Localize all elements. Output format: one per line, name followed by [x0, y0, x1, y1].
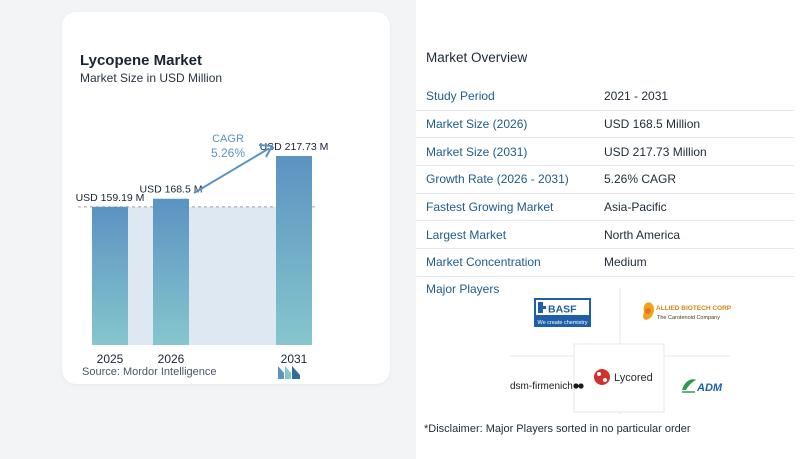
cagr-arrow [193, 144, 273, 194]
row-value: 2021 - 2031 [604, 89, 669, 104]
market-overview-panel: Market Overview Study Period 2021 - 2031 … [416, 0, 800, 459]
table-row: Growth Rate (2026 - 2031) 5.26% CAGR [416, 166, 794, 194]
major-players-grid: BASF We create chemistry ALLIED BIOTECH … [510, 288, 732, 414]
dsm-firmenich-name: dsm-firmenich [510, 381, 573, 392]
major-players-title: Major Players [426, 282, 500, 296]
adm-name: ADM [696, 382, 723, 394]
row-value: Medium [604, 255, 647, 270]
basf-tagline: We create chemistry [537, 320, 587, 326]
cagr-arrow-line [193, 148, 269, 194]
lycored-logo-icon: Lycored [594, 369, 653, 385]
basf-logo-icon: BASF We create chemistry [534, 298, 591, 327]
x-tick-label: 2025 [97, 352, 124, 366]
row-key: Market Size (2026) [426, 117, 528, 132]
row-value: 5.26% CAGR [604, 172, 677, 187]
overview-title: Market Overview [426, 50, 528, 65]
chart-subtitle: Market Size in USD Million [80, 71, 223, 85]
table-row: Largest Market North America [416, 221, 794, 250]
bar-2026 [153, 198, 189, 345]
center-logo-box [573, 343, 665, 413]
cagr-label: CAGR [212, 133, 244, 145]
bar-value-label: USD 217.73 M [260, 141, 329, 153]
row-key: Study Period [426, 89, 495, 104]
source-text: Source: Mordor Intelligence [82, 366, 217, 378]
row-value: USD 168.5 Million [604, 117, 701, 132]
row-key: Market Size (2031) [426, 144, 528, 159]
bar-2031 [276, 156, 312, 345]
chart-card: Lycopene Market Market Size in USD Milli… [62, 12, 390, 384]
bar-2025 [92, 206, 128, 345]
basf-name: BASF [548, 304, 577, 316]
bar-value-label: USD 168.5 M [139, 184, 202, 196]
x-tick-label: 2026 [158, 352, 185, 366]
cagr-arrow-head [258, 144, 273, 158]
table-row: Market Size (2026) USD 168.5 Million [416, 111, 794, 139]
allied-biotech-name: ALLIED BIOTECH CORP [656, 305, 732, 312]
row-key: Fastest Growing Market [426, 200, 554, 215]
adm-logo-icon: ADM [682, 379, 723, 394]
row-key: Market Concentration [426, 255, 541, 270]
lycored-name: Lycored [614, 372, 653, 384]
dsm-firmenich-logo-icon: dsm-firmenich [510, 381, 584, 392]
allied-biotech-logo-icon: ALLIED BIOTECH CORP The Carotenoid Compa… [643, 302, 732, 321]
baseline-band [92, 206, 312, 345]
row-value: USD 217.73 Million [604, 144, 707, 159]
table-row: Market Size (2031) USD 217.73 Million [416, 138, 794, 167]
bar-value-label: USD 159.19 M [76, 192, 145, 204]
cagr-value: 5.26% [211, 146, 245, 160]
row-key: Growth Rate (2026 - 2031) [426, 172, 569, 187]
table-row: Market Concentration Medium [416, 249, 794, 277]
mordor-intelligence-logo-icon [278, 366, 300, 379]
allied-biotech-tagline: The Carotenoid Company [657, 315, 720, 321]
overview-table: Study Period 2021 - 2031 Market Size (202… [416, 83, 794, 277]
row-value: Asia-Pacific [604, 200, 667, 215]
row-value: North America [604, 227, 681, 242]
row-key: Largest Market [426, 227, 507, 242]
chart-title: Lycopene Market [80, 52, 202, 69]
disclaimer-text: *Disclaimer: Major Players sorted in no … [424, 423, 691, 435]
table-row: Study Period 2021 - 2031 [416, 83, 794, 111]
table-row: Fastest Growing Market Asia-Pacific [416, 194, 794, 222]
x-tick-label: 2031 [281, 352, 308, 366]
